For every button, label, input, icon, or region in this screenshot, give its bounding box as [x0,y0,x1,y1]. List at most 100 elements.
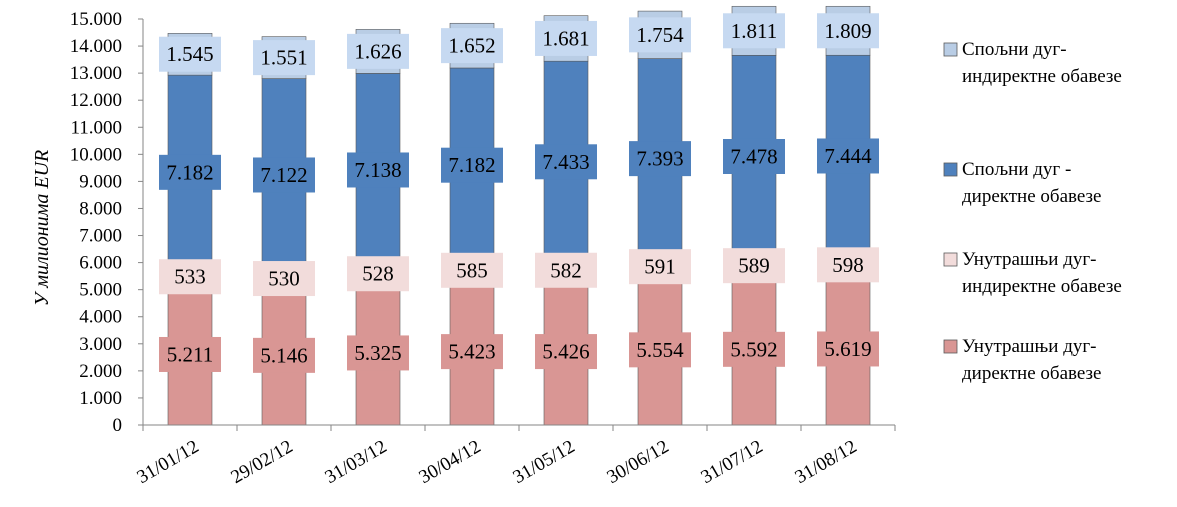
data-label-box [441,252,503,288]
data-labels: 5.211 533 7.182 1.545 5.146 530 7.122 1.551 5.32… [159,13,879,373]
legend-label: индиректне обавезе [962,276,1122,297]
data-label-box [535,334,597,370]
data-label-box [441,334,503,370]
data-label: 585 [456,258,488,282]
axes [138,18,896,431]
data-label: 5.554 [636,338,684,362]
x-tick-label: 31/08/12 [791,436,860,488]
data-label-box [159,336,221,372]
legend-label: Унутрашњи дуг- [962,249,1097,270]
data-label-box [159,154,221,190]
y-axis-tick-labels: 0 1.000 2.000 3.000 4.000 5.000 6.000 7.000 8.00… [70,9,122,436]
x-tick-label: 31/05/12 [509,436,578,488]
data-label: 7.182 [448,153,495,177]
data-label: 5.592 [730,337,777,361]
data-label-box [159,259,221,295]
data-label: 528 [362,262,394,286]
data-label-box [253,261,315,297]
legend: Спољни дуг-индиректне обавезе Спољни дуг … [943,39,1122,384]
legend-label: Спољни дуг - [962,159,1071,180]
legend-label: индиректне обавезе [962,66,1122,87]
y-tick-label: 0 [113,415,123,436]
data-label: 1.809 [824,19,871,43]
y-tick-label: 3.000 [79,334,122,355]
x-tick-label: 31/01/12 [133,436,202,488]
data-label-box [817,13,879,49]
y-tick-label: 5.000 [79,280,122,301]
x-tick-label: 30/06/12 [603,436,672,488]
legend-swatch [943,339,958,354]
data-label-box [535,252,597,288]
data-label-box [629,249,691,285]
data-label-box [441,147,503,183]
y-tick-label: 8.000 [79,198,122,219]
x-tick-label: 30/04/12 [415,436,484,488]
x-tick-label: 29/02/12 [227,436,296,488]
y-tick-label: 12.000 [70,90,122,111]
y-tick-label: 4.000 [79,307,122,328]
data-label-box [723,331,785,367]
y-tick-label: 11.000 [70,117,122,138]
data-label: 7.138 [354,158,401,182]
data-label: 5.211 [167,342,213,366]
data-label-box [629,332,691,368]
data-label-box [159,36,221,72]
data-label-box [629,17,691,53]
data-label-box [347,33,409,69]
data-label: 7.444 [824,144,872,168]
data-label: 7.393 [636,147,683,171]
data-label: 1.811 [731,19,777,43]
data-label-box [253,157,315,193]
y-axis-title: У милионима EUR [31,150,53,307]
data-label-box [253,40,315,76]
data-label-box [817,331,879,367]
y-tick-label: 2.000 [79,361,122,382]
data-label: 1.551 [260,46,307,70]
data-label: 7.433 [542,150,589,174]
data-label: 7.122 [260,163,307,187]
y-tick-label: 10.000 [70,144,122,165]
legend-swatch [943,42,958,57]
legend-label: Спољни дуг- [962,39,1067,60]
data-label-box [347,335,409,371]
data-label: 7.478 [730,144,777,168]
y-tick-label: 15.000 [70,9,122,30]
data-label-box [441,28,503,64]
y-tick-label: 13.000 [70,63,122,84]
legend-label: Унутрашњи дуг- [962,336,1097,357]
x-tick-label: 31/07/12 [697,436,766,488]
data-label-box [723,138,785,174]
data-label: 5.423 [448,340,495,364]
legend-label: директне обавезе [962,363,1101,384]
x-tick-label: 31/03/12 [321,436,390,488]
y-tick-label: 14.000 [70,36,122,57]
data-label: 1.681 [542,26,589,50]
y-tick-label: 9.000 [79,171,122,192]
data-label: 5.426 [542,340,589,364]
data-label-box [347,152,409,188]
data-label: 1.754 [636,23,684,47]
data-label-box [347,256,409,292]
data-label-box [253,337,315,373]
data-label: 1.545 [166,42,213,66]
data-label-box [535,144,597,180]
data-label-box [817,247,879,283]
data-label: 1.626 [354,39,401,63]
legend-label: директне обавезе [962,186,1101,207]
data-label-box [535,20,597,56]
y-tick-label: 1.000 [79,388,122,409]
data-label-box [629,141,691,177]
data-label: 589 [738,254,770,278]
x-axis-tick-labels: 31/01/12 29/02/12 31/03/12 30/04/12 31/05/12… [133,436,860,488]
data-label-box [723,248,785,284]
data-label: 7.182 [166,160,213,184]
data-label: 5.619 [824,337,871,361]
data-label: 5.146 [260,343,307,367]
data-label-box [723,13,785,49]
legend-swatch [943,252,958,267]
legend-swatch [943,162,958,177]
data-label: 1.652 [448,34,495,58]
data-label: 533 [174,265,206,289]
data-label: 530 [268,267,300,291]
